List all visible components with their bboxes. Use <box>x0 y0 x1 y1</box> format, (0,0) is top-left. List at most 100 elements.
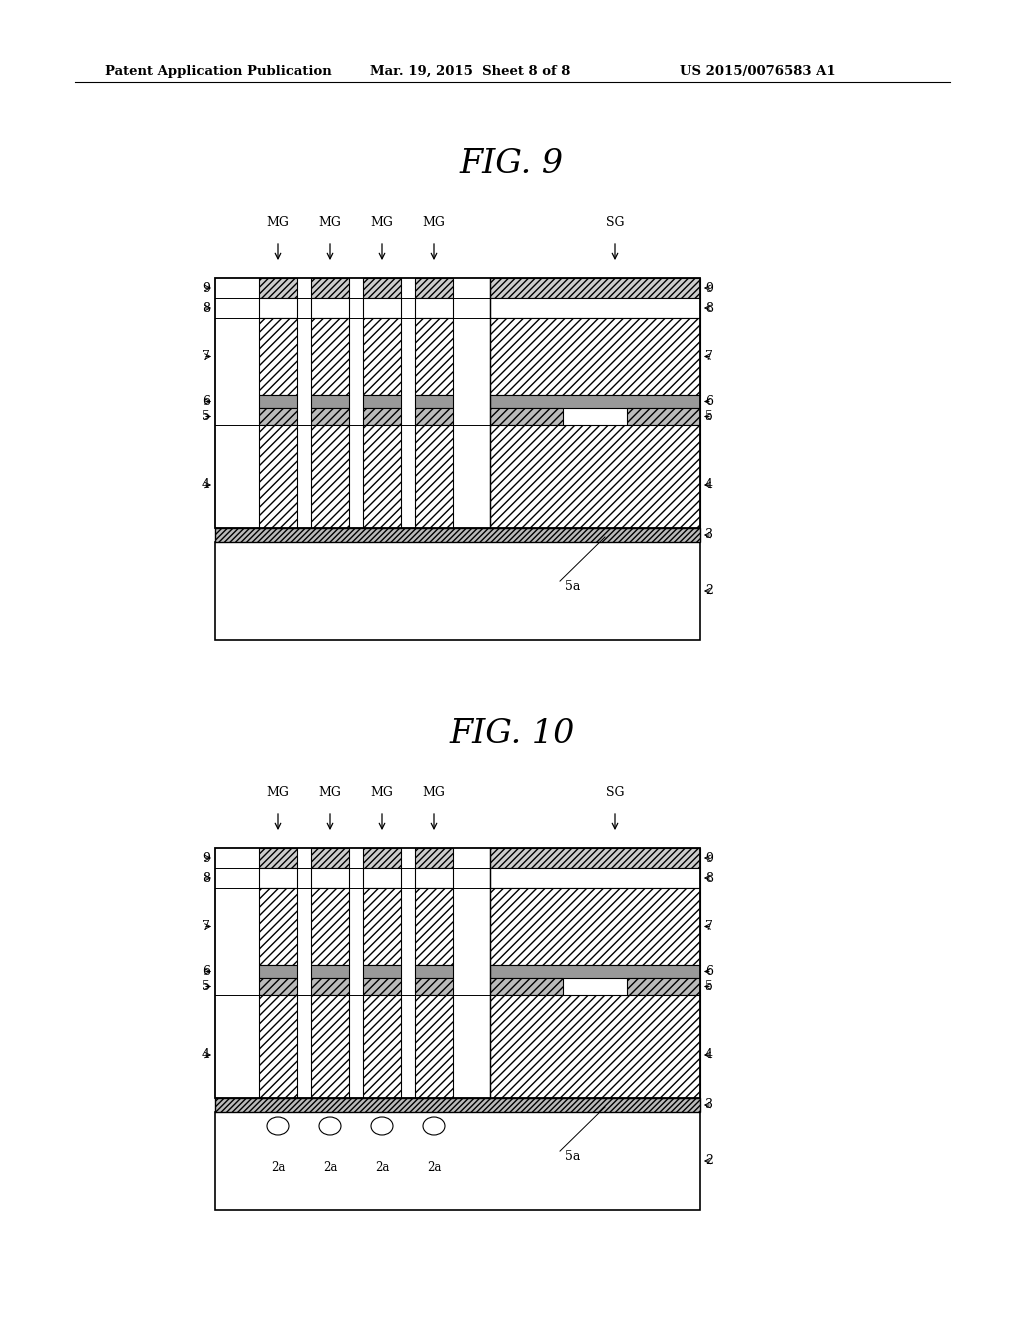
Text: 8: 8 <box>705 871 713 884</box>
Text: MG: MG <box>423 216 445 228</box>
Bar <box>259 279 297 298</box>
Bar <box>311 298 349 318</box>
Text: 9: 9 <box>202 851 210 865</box>
Bar <box>311 965 349 978</box>
Text: 4: 4 <box>705 479 713 491</box>
Text: 6: 6 <box>202 395 210 408</box>
Text: 4: 4 <box>705 1048 713 1061</box>
Bar <box>362 847 401 869</box>
Text: 7: 7 <box>705 350 713 363</box>
Bar <box>490 408 563 425</box>
Bar <box>415 298 453 318</box>
Bar <box>490 965 700 978</box>
Bar <box>311 888 349 965</box>
Bar <box>362 965 401 978</box>
Bar <box>415 888 453 965</box>
Bar <box>490 395 700 408</box>
Text: US 2015/0076583 A1: US 2015/0076583 A1 <box>680 65 836 78</box>
Bar <box>311 318 349 395</box>
Bar <box>415 869 453 888</box>
Bar <box>490 978 563 995</box>
Bar <box>362 395 401 408</box>
Bar <box>311 395 349 408</box>
Text: MG: MG <box>266 216 290 228</box>
Bar <box>490 298 700 318</box>
Text: FIG. 9: FIG. 9 <box>460 148 564 180</box>
Text: MG: MG <box>318 216 341 228</box>
Text: 6: 6 <box>705 395 713 408</box>
Bar <box>490 995 700 1098</box>
Bar <box>490 425 700 528</box>
Bar <box>362 978 401 995</box>
Text: 2: 2 <box>705 585 713 598</box>
Text: 3: 3 <box>705 1098 713 1111</box>
Ellipse shape <box>267 1117 289 1135</box>
Text: 4: 4 <box>202 479 210 491</box>
Bar <box>215 528 700 543</box>
Bar <box>259 995 297 1098</box>
Text: 2a: 2a <box>270 1162 286 1173</box>
Bar <box>259 869 297 888</box>
Text: 5a: 5a <box>565 579 581 593</box>
Bar <box>362 298 401 318</box>
Text: 8: 8 <box>202 871 210 884</box>
Text: 9: 9 <box>202 281 210 294</box>
Bar <box>490 318 700 395</box>
Text: 5: 5 <box>202 979 210 993</box>
Bar <box>415 408 453 425</box>
Text: 7: 7 <box>202 350 210 363</box>
Bar <box>415 995 453 1098</box>
Text: 2: 2 <box>705 1155 713 1167</box>
Bar <box>490 869 700 888</box>
Text: 2a: 2a <box>375 1162 389 1173</box>
Bar <box>415 965 453 978</box>
Text: 4: 4 <box>202 1048 210 1061</box>
Bar <box>362 425 401 528</box>
Text: 9: 9 <box>705 281 713 294</box>
Text: 5: 5 <box>705 411 713 422</box>
Bar <box>362 995 401 1098</box>
Bar <box>311 995 349 1098</box>
Bar <box>311 847 349 869</box>
Bar <box>415 847 453 869</box>
Bar <box>259 395 297 408</box>
Ellipse shape <box>423 1117 445 1135</box>
Bar <box>259 298 297 318</box>
Text: 5a: 5a <box>565 1150 581 1163</box>
Bar <box>215 425 700 528</box>
Text: Mar. 19, 2015  Sheet 8 of 8: Mar. 19, 2015 Sheet 8 of 8 <box>370 65 570 78</box>
Text: 2a: 2a <box>323 1162 337 1173</box>
Text: 5: 5 <box>202 411 210 422</box>
Bar <box>415 279 453 298</box>
Bar <box>627 408 700 425</box>
Text: FIG. 10: FIG. 10 <box>450 718 574 750</box>
Text: 3: 3 <box>705 528 713 541</box>
Bar <box>490 888 700 965</box>
Bar <box>259 847 297 869</box>
Text: 7: 7 <box>202 920 210 933</box>
Text: SG: SG <box>606 216 625 228</box>
Bar <box>259 888 297 965</box>
Bar <box>215 279 700 528</box>
Bar <box>215 1098 700 1111</box>
Text: 9: 9 <box>705 851 713 865</box>
Bar <box>311 279 349 298</box>
Bar <box>362 318 401 395</box>
Bar <box>415 395 453 408</box>
Text: SG: SG <box>606 785 625 799</box>
Bar <box>415 425 453 528</box>
Text: 8: 8 <box>705 301 713 314</box>
Bar <box>215 995 700 1098</box>
Text: Patent Application Publication: Patent Application Publication <box>105 65 332 78</box>
Bar <box>215 543 700 640</box>
Bar <box>215 847 700 1098</box>
Bar <box>259 965 297 978</box>
Text: MG: MG <box>266 785 290 799</box>
Bar <box>259 318 297 395</box>
Ellipse shape <box>371 1117 393 1135</box>
Bar <box>259 978 297 995</box>
Text: MG: MG <box>318 785 341 799</box>
Bar <box>627 978 700 995</box>
Bar <box>490 279 700 298</box>
Ellipse shape <box>319 1117 341 1135</box>
